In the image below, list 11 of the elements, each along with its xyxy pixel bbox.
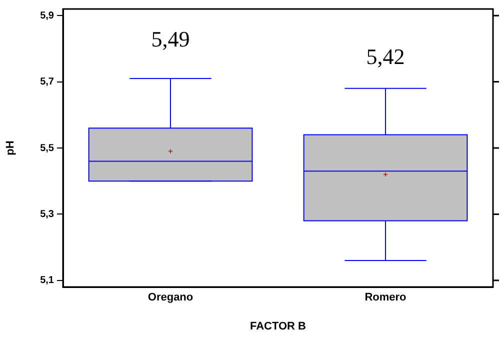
x-tick-label: Oregano xyxy=(148,292,194,304)
y-tick-label: 5,9 xyxy=(40,10,54,22)
y-tick-label: 5,1 xyxy=(40,275,54,286)
y-tick-label: 5,7 xyxy=(40,76,54,88)
annotation: 5,49 xyxy=(151,26,190,52)
x-tick-label: Romero xyxy=(364,292,407,304)
y-tick-label: 5,3 xyxy=(40,208,54,220)
annotation: 5,42 xyxy=(366,44,405,70)
y-tick-label: 5,5 xyxy=(40,142,54,154)
x-axis-title: FACTOR B xyxy=(250,320,306,332)
y-axis-title: pH xyxy=(4,140,17,156)
